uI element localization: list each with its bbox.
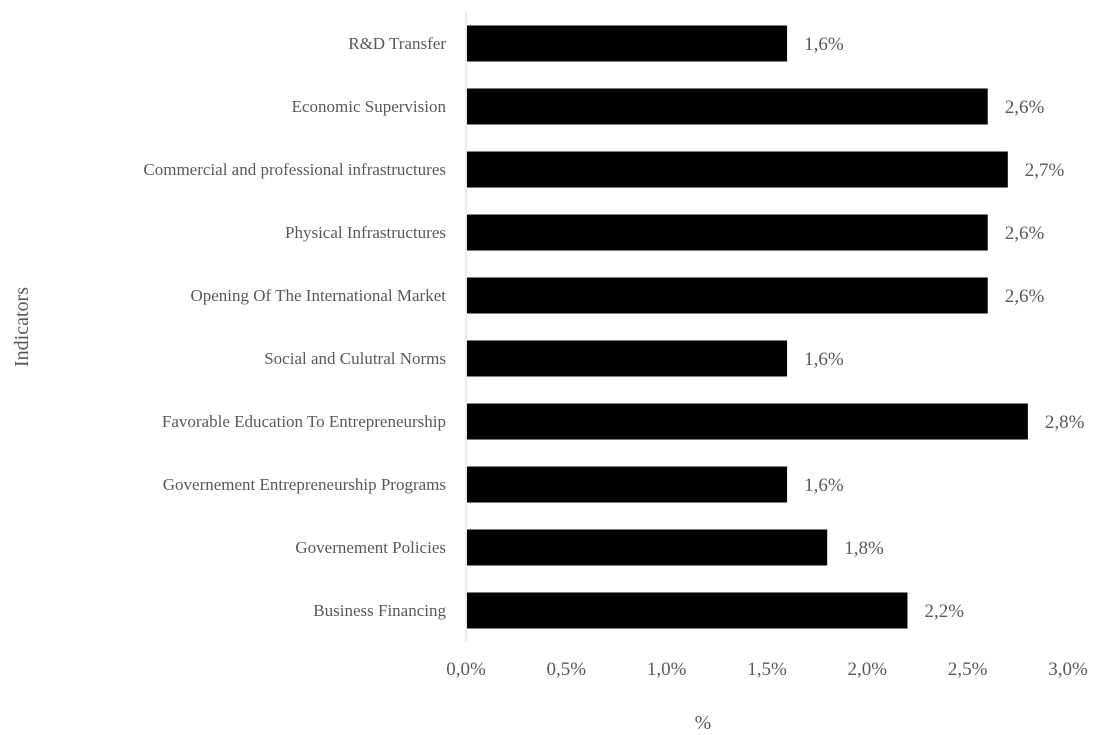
bars xyxy=(467,25,1028,629)
bar xyxy=(467,340,788,377)
category-label: Social and Culutral Norms xyxy=(264,349,446,368)
bar xyxy=(467,592,908,629)
data-label: 1,6% xyxy=(804,475,844,496)
category-label: Business Financing xyxy=(313,601,446,620)
bar xyxy=(467,214,988,251)
bar xyxy=(467,403,1028,440)
bar xyxy=(467,466,788,503)
x-axis-title: % xyxy=(695,712,712,734)
category-label: Governement Policies xyxy=(295,538,446,557)
bar xyxy=(467,88,988,125)
data-label: 1,6% xyxy=(804,349,844,370)
category-label: Commercial and professional infrastructu… xyxy=(143,160,446,179)
x-tick-label: 0,5% xyxy=(547,659,587,680)
y-axis-title: Indicators xyxy=(11,287,33,367)
x-tick-label: 3,0% xyxy=(1048,659,1088,680)
data-label: 1,8% xyxy=(844,538,884,559)
x-tick-label: 1,5% xyxy=(747,659,787,680)
bar xyxy=(467,277,988,314)
x-tick-label: 2,0% xyxy=(848,659,888,680)
data-label: 2,7% xyxy=(1025,160,1065,181)
data-labels: 1,6% 2,6% 2,7% 2,6% 2,6% 1,6% 2,8% 1,6% 1,8% 2,2% xyxy=(804,34,1085,622)
x-tick-label: 2,5% xyxy=(948,659,988,680)
category-label: Governement Entrepreneurship Programs xyxy=(163,475,446,494)
bar xyxy=(467,151,1008,188)
bar xyxy=(467,529,828,566)
category-labels: R&D Transfer Economic Supervision Commerci… xyxy=(143,34,446,620)
bar xyxy=(467,25,788,62)
category-label: R&D Transfer xyxy=(348,34,446,53)
data-label: 2,6% xyxy=(1005,223,1045,244)
data-label: 2,8% xyxy=(1045,412,1085,433)
category-label: Favorable Education To Entrepreneurship xyxy=(162,412,446,431)
data-label: 2,2% xyxy=(924,601,964,622)
x-tick-labels: 0,0% 0,5% 1,0% 1,5% 2,0% 2,5% 3,0% xyxy=(446,659,1088,680)
data-label: 1,6% xyxy=(804,34,844,55)
category-label: Physical Infrastructures xyxy=(285,223,446,242)
data-label: 2,6% xyxy=(1005,97,1045,118)
x-tick-label: 0,0% xyxy=(446,659,486,680)
x-tick-label: 1,0% xyxy=(647,659,687,680)
data-label: 2,6% xyxy=(1005,286,1045,307)
category-label: Economic Supervision xyxy=(292,97,447,116)
category-label: Opening Of The International Market xyxy=(190,286,446,305)
